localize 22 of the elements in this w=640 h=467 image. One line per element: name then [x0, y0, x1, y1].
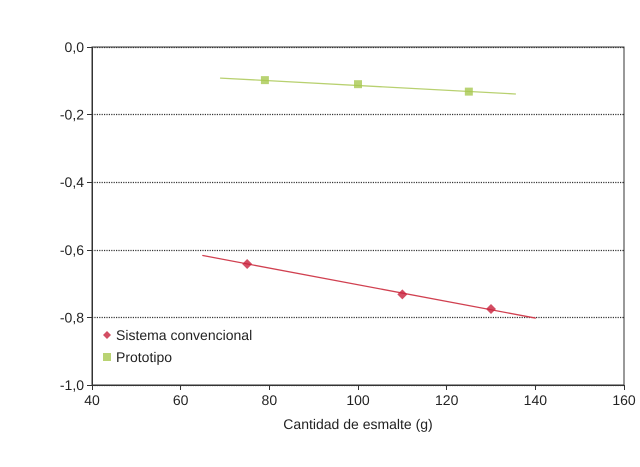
point [242, 258, 252, 269]
x-tick-label: 100 [346, 392, 370, 408]
legend-label: Prototipo [116, 349, 172, 365]
y-tick-label: -0,6 [60, 242, 84, 258]
y-tick-label: -0,8 [60, 309, 84, 326]
y-tick-label: 0,0 [64, 39, 84, 55]
point [260, 76, 269, 84]
x-tick-label: 40 [84, 392, 100, 408]
x-tick-label: 140 [524, 392, 548, 408]
legend-label: Sistema convencional [116, 327, 252, 343]
y-tick-label: -0,4 [60, 174, 84, 190]
y-tick-label: -1,0 [60, 377, 84, 393]
y-tick-label: -0,2 [60, 106, 84, 123]
point [464, 88, 473, 96]
point [397, 289, 408, 300]
point [486, 304, 496, 314]
x-tick-label: 160 [612, 392, 636, 408]
x-tick-label: 120 [434, 392, 459, 408]
x-tick-label: 60 [172, 392, 189, 408]
point [354, 80, 362, 88]
x-axis-title: Cantidad de esmalte (g) [283, 416, 433, 432]
x-tick-label: 80 [262, 392, 278, 408]
